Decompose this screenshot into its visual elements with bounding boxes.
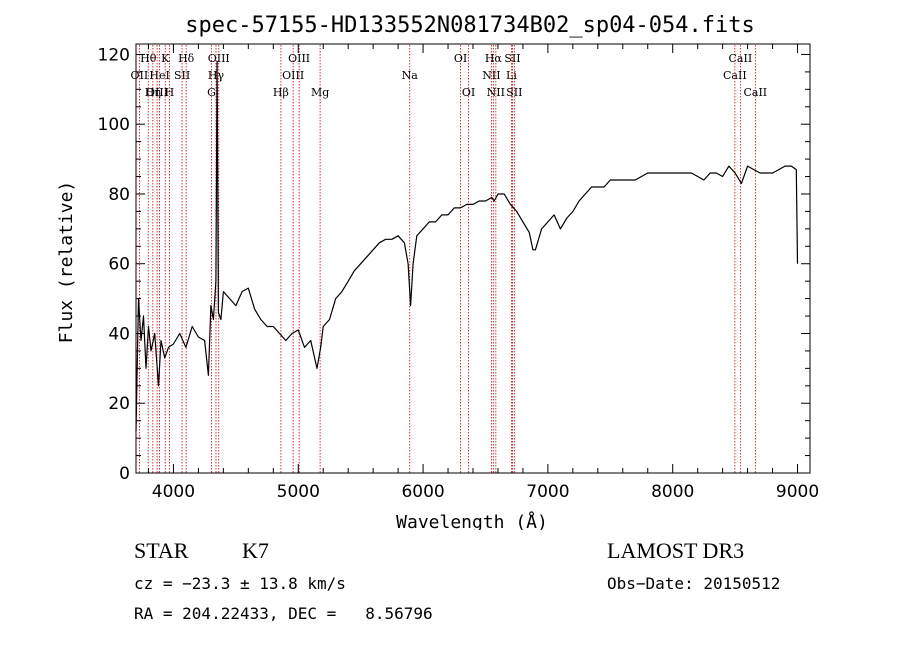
obs-date-text: Obs−Date: 20150512 — [607, 574, 781, 593]
y-tick-label: 100 — [98, 115, 130, 135]
spectral-line-label: SII — [504, 52, 520, 65]
spectral-line-label: HeI — [149, 69, 169, 82]
y-tick-label: 60 — [108, 255, 130, 275]
spectral-line-label: Hγ — [208, 69, 225, 82]
spectral-line-label: Li — [506, 69, 517, 82]
spectral-line-label: G — [207, 86, 216, 99]
spectral-line-label: OI — [454, 52, 467, 65]
spectral-line-label: K — [161, 52, 170, 65]
spectral-line-label: CaII — [729, 52, 753, 65]
spectral-line-label: OIII — [146, 86, 168, 99]
object-subclass: K7 — [242, 538, 269, 563]
spectral-line-label: Hθ — [140, 52, 157, 65]
x-axis-label: Wavelength (Å) — [396, 511, 548, 530]
y-tick-label: 120 — [98, 45, 130, 65]
y-tick-label: 40 — [108, 324, 130, 344]
spectral-line-label: H — [165, 86, 175, 99]
spectral-line-label: SII — [174, 69, 190, 82]
y-axis-label: Flux (relative) — [56, 181, 77, 344]
plot-frame — [135, 43, 811, 474]
y-tick-label: 20 — [108, 394, 130, 414]
redshift-text: cz = −23.3 ± 13.8 km/s — [134, 574, 346, 593]
spectral-line-label: OIII — [282, 69, 304, 82]
y-tick-label: 0 — [119, 464, 130, 484]
ra-dec-text: RA = 204.22433, DEC = 8.56796 — [134, 604, 433, 623]
spectral-line-label: CaII — [743, 86, 767, 99]
spectral-line-labels: Hθ OII OIII K HeI Hη SII H Hδ OIII Hγ G OIII OIII Hβ Mg… — [131, 52, 768, 99]
spectrum-line — [135, 60, 799, 432]
spectral-line-label: CaII — [723, 69, 747, 82]
spectral-line-label: OIII — [208, 52, 230, 65]
object-class: STAR — [134, 538, 189, 563]
spectral-line-label: OI — [462, 86, 475, 99]
spectrum-chart: spec-57155-HD133552N081734B02_sp04-054.f… — [56, 13, 819, 530]
spectral-line-label: Na — [402, 69, 419, 82]
spectral-line-label: OIII — [288, 52, 310, 65]
spectral-line-label: Mg — [311, 86, 329, 99]
spectral-line-label: OII — [131, 69, 149, 82]
spectral-line-label: Hδ — [178, 52, 195, 65]
y-tick-label: 80 — [108, 185, 130, 205]
x-tick-label: 7000 — [526, 482, 569, 502]
x-tick-label: 9000 — [776, 482, 819, 502]
x-tick-label: 5000 — [277, 482, 320, 502]
spectral-line-label: NII — [482, 69, 500, 82]
spectral-line-label: SII — [506, 86, 522, 99]
chart-title: spec-57155-HD133552N081734B02_sp04-054.f… — [185, 13, 755, 38]
x-tick-label: 4000 — [152, 482, 195, 502]
axis-ticks: 4000 5000 6000 7000 8000 9000 0 20 40 60 80 100 120 — [98, 44, 819, 502]
survey-name: LAMOST DR3 — [607, 538, 745, 563]
spectral-line-label: NII — [487, 86, 505, 99]
x-tick-label: 8000 — [651, 482, 694, 502]
spectral-line-label: Hα — [485, 52, 503, 65]
spectral-line-label: Hβ — [273, 86, 289, 99]
spectral-line-markers — [138, 45, 756, 473]
spectral-line-label: Hη — [145, 86, 161, 99]
x-tick-label: 6000 — [401, 482, 444, 502]
